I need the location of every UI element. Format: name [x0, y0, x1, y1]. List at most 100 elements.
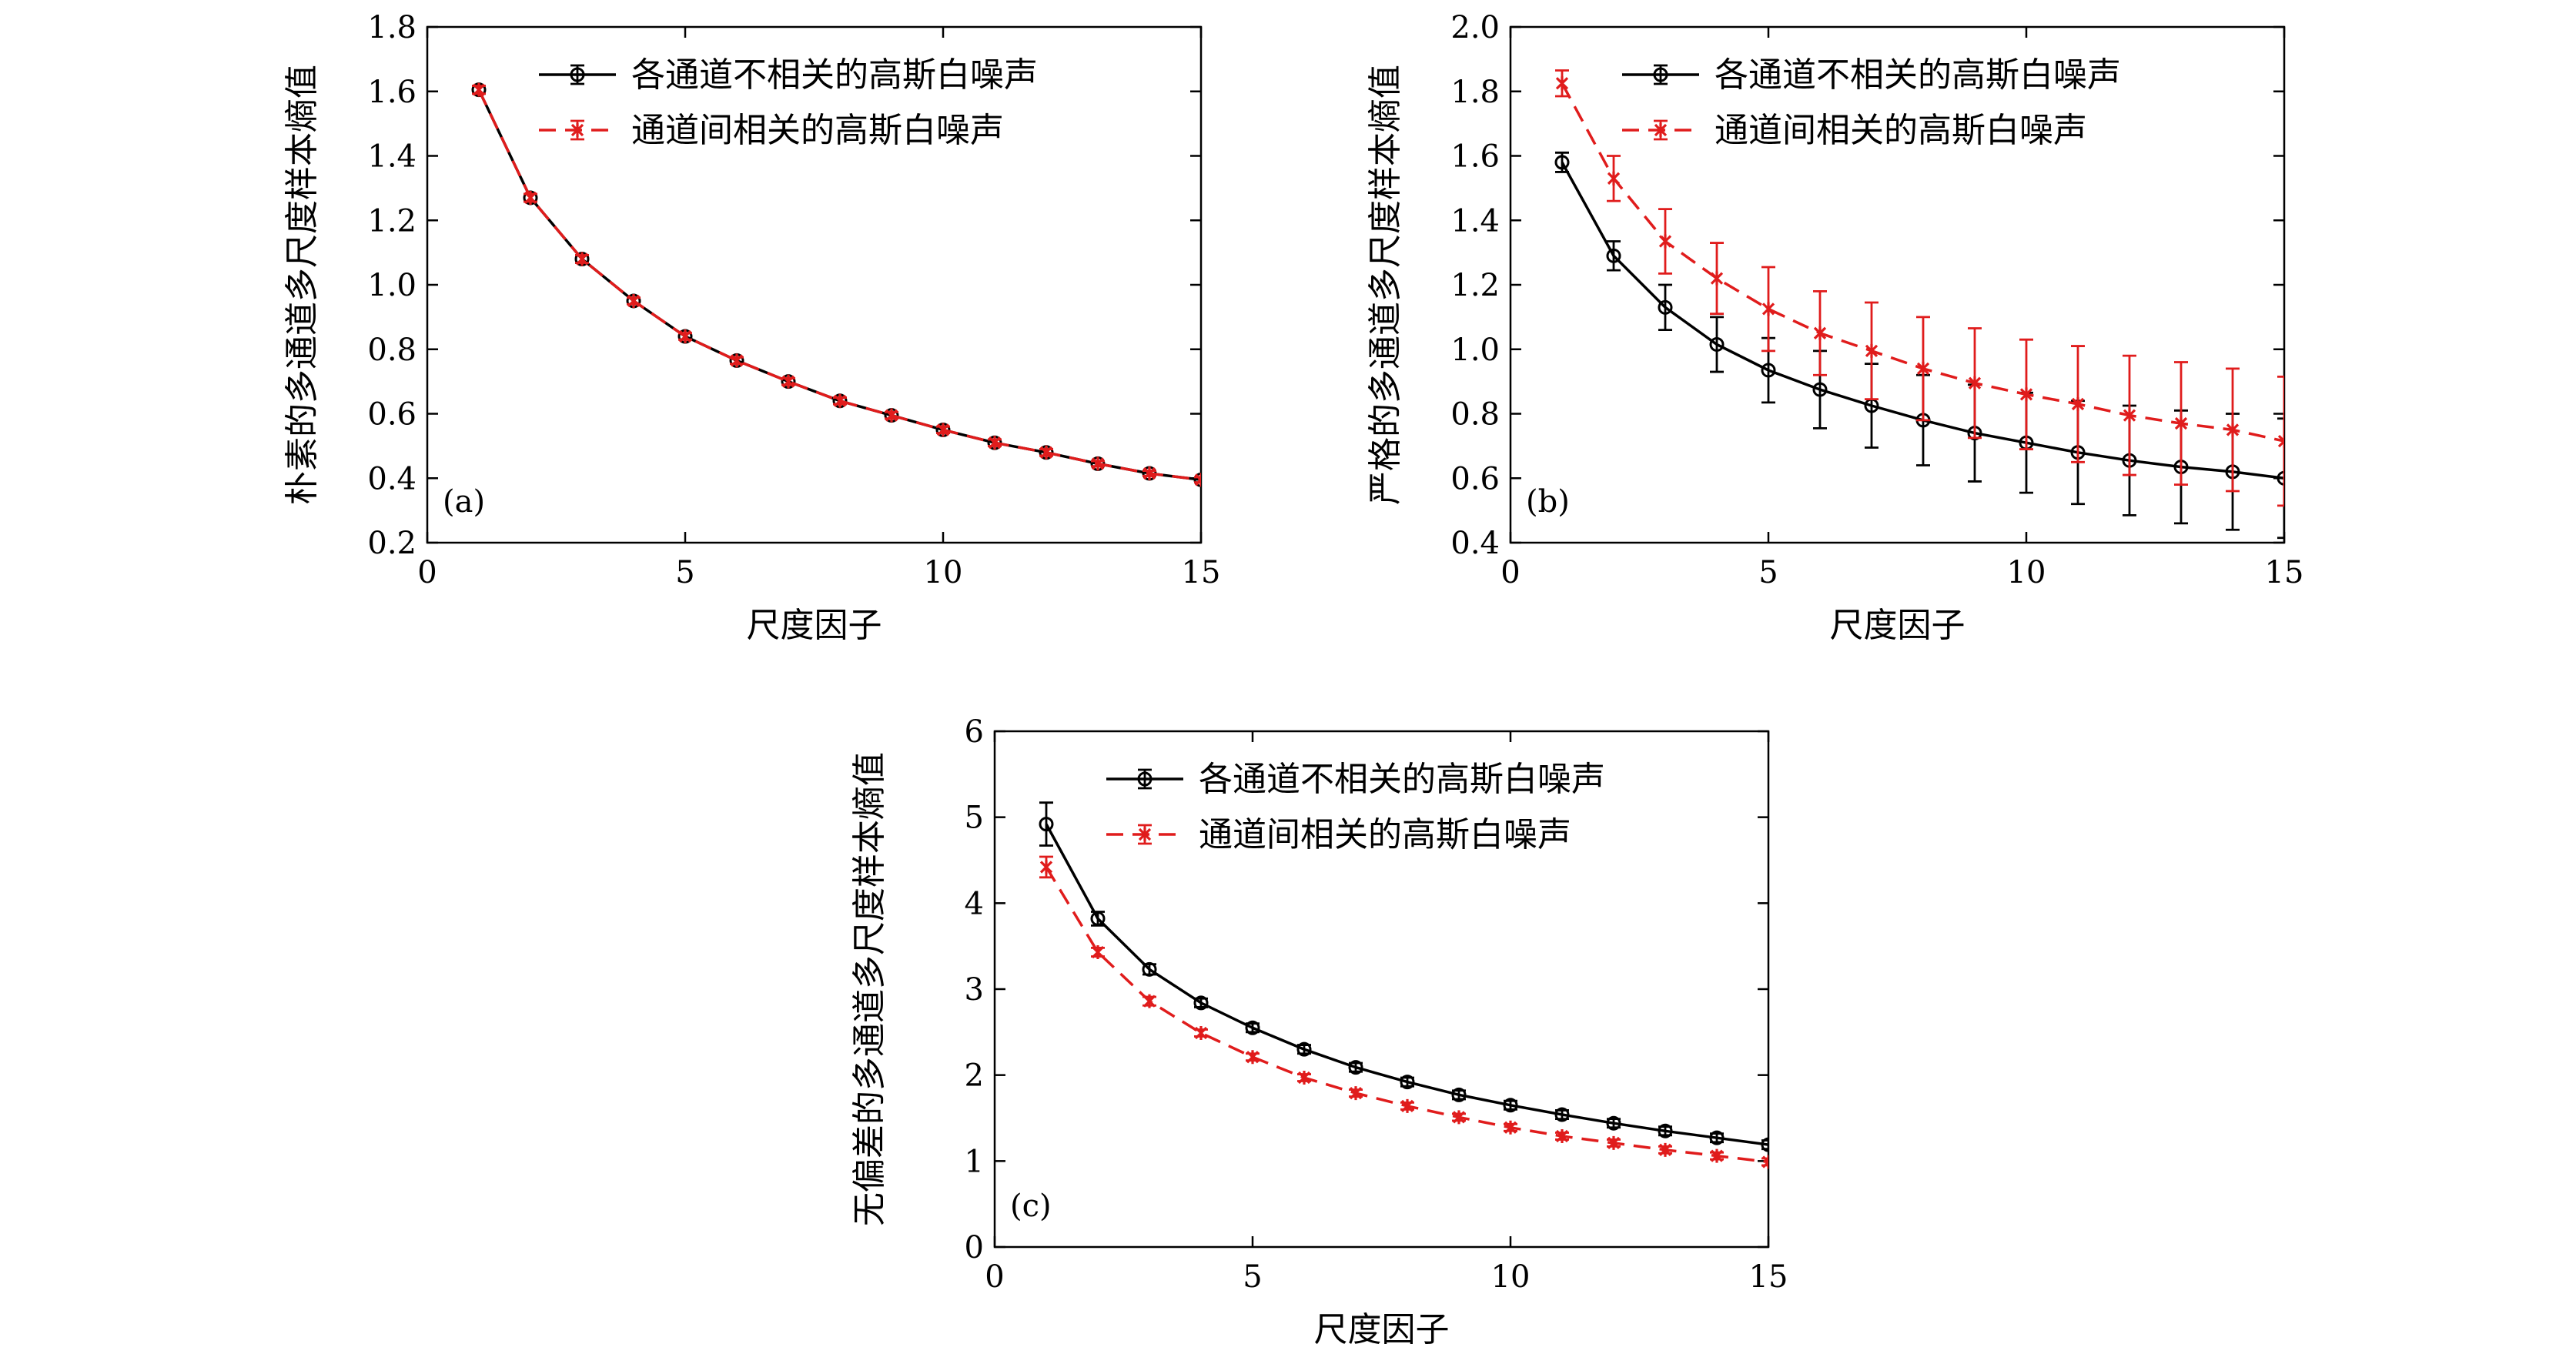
data-point	[833, 393, 847, 408]
x-tick-label: 15	[1182, 555, 1221, 590]
y-tick-label: 0.8	[1450, 397, 1500, 433]
x-axis-title: 尺度因子	[747, 606, 882, 645]
y-tick-label: 0.8	[367, 333, 417, 368]
legend-label: 各通道不相关的高斯白噪声	[1199, 760, 1605, 799]
data-point	[1142, 466, 1156, 480]
y-tick-label: 1.0	[1450, 333, 1500, 368]
data-point	[1039, 445, 1053, 460]
data-point	[1607, 171, 1621, 186]
data-point	[1658, 1123, 1673, 1138]
y-axis-title: 无偏差的多通道多尺度样本熵值	[850, 752, 889, 1226]
series-correlated	[1555, 69, 2284, 507]
data-point	[1039, 817, 1054, 832]
data-point	[627, 293, 641, 308]
data-point	[1761, 1137, 1768, 1152]
data-point	[472, 82, 486, 97]
data-point	[2277, 470, 2284, 486]
y-tick-label: 6	[965, 714, 984, 750]
data-point	[1400, 1098, 1414, 1113]
data-point	[1761, 363, 1776, 378]
data-point	[1865, 343, 1878, 358]
data-point	[2226, 423, 2240, 437]
data-point	[1503, 1098, 1518, 1113]
data-point	[1400, 1075, 1415, 1090]
data-point	[1710, 1148, 1724, 1163]
y-tick-label: 1.0	[367, 268, 417, 303]
x-tick-label: 0	[1500, 555, 1520, 590]
data-point	[1090, 911, 1106, 926]
data-point	[1606, 248, 1621, 263]
series-line	[477, 89, 1201, 482]
data-point	[1658, 234, 1672, 249]
data-point	[1606, 1115, 1621, 1131]
data-point	[1554, 1107, 1570, 1122]
data-point	[1039, 860, 1053, 874]
x-tick-label: 15	[1749, 1259, 1788, 1295]
y-tick-label: 2	[965, 1058, 984, 1094]
y-tick-label: 2.0	[1450, 10, 1500, 45]
data-point	[1709, 1130, 1725, 1145]
x-tick-label: 5	[675, 555, 694, 590]
series-correlated	[472, 82, 1201, 487]
x-axis-title: 尺度因子	[1314, 1310, 1450, 1349]
data-point	[1761, 302, 1775, 316]
legend-marker	[1138, 827, 1152, 841]
data-point	[1194, 473, 1201, 487]
panel-label: (a)	[443, 484, 485, 520]
x-tick-label: 10	[924, 555, 963, 590]
data-point	[988, 436, 1002, 450]
data-point	[2174, 416, 2188, 431]
data-point	[1812, 382, 1828, 397]
data-point	[885, 408, 898, 423]
legend-label: 通道间相关的高斯白噪声	[631, 111, 1004, 150]
data-point	[1658, 1142, 1672, 1157]
y-axis-title: 严格的多通道多尺度样本熵值	[1366, 65, 1405, 505]
data-point	[2071, 396, 2085, 411]
data-point	[1555, 1128, 1569, 1143]
data-point	[1555, 76, 1569, 91]
error-bar	[1710, 316, 1724, 373]
legend-marker	[1653, 67, 1668, 82]
data-point	[1813, 326, 1827, 340]
data-point	[1709, 336, 1725, 352]
x-tick-label: 10	[2007, 555, 2046, 590]
data-point	[1968, 376, 1982, 390]
y-tick-label: 1.8	[1450, 75, 1500, 110]
data-point	[678, 329, 692, 343]
legend-label: 通道间相关的高斯白噪声	[1199, 815, 1571, 854]
y-tick-label: 5	[965, 801, 984, 836]
data-point	[1504, 1120, 1517, 1135]
data-point	[1916, 361, 1930, 376]
data-point	[1348, 1060, 1363, 1075]
y-tick-label: 0.4	[1450, 526, 1500, 561]
series-uncorrelated	[1039, 801, 1768, 1152]
x-tick-label: 0	[985, 1259, 1004, 1295]
y-tick-label: 1.4	[1450, 203, 1500, 239]
y-tick-label: 1.6	[1450, 139, 1500, 175]
series-correlated	[1039, 855, 1768, 1169]
y-tick-label: 1.6	[367, 75, 417, 110]
data-point	[1296, 1041, 1312, 1057]
data-point	[1245, 1020, 1260, 1035]
y-tick-label: 0.6	[367, 397, 417, 433]
data-point	[1554, 155, 1570, 170]
data-point	[1194, 1025, 1208, 1040]
y-tick-label: 1	[965, 1144, 984, 1179]
data-point	[1142, 994, 1156, 1008]
error-bar	[2277, 375, 2284, 507]
x-tick-label: 10	[1491, 1259, 1531, 1295]
y-tick-label: 0.6	[1450, 461, 1500, 496]
data-point	[1297, 1071, 1311, 1085]
legend-marker	[570, 67, 585, 82]
data-point	[1091, 944, 1105, 959]
y-tick-label: 1.8	[367, 10, 417, 45]
data-point	[1452, 1110, 1466, 1125]
x-tick-label: 15	[2265, 555, 2304, 590]
series-layer	[1554, 69, 2284, 540]
y-tick-label: 3	[965, 972, 984, 1008]
data-point	[1658, 299, 1673, 315]
